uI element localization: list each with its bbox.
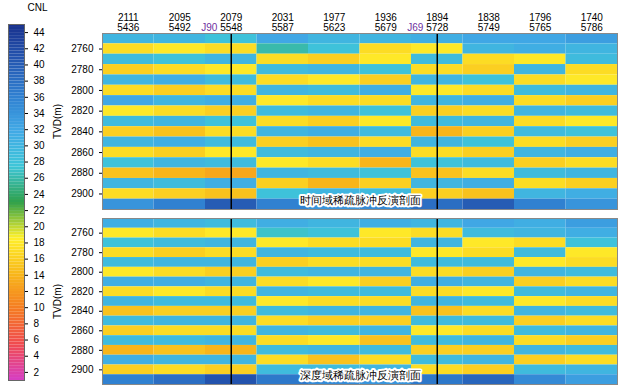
- svg-text:16: 16: [34, 253, 46, 264]
- svg-text:21115436: 21115436: [117, 12, 140, 33]
- svg-text:42: 42: [34, 43, 46, 54]
- svg-text:28: 28: [34, 156, 46, 167]
- svg-text:2780: 2780: [71, 64, 94, 75]
- svg-text:2780: 2780: [71, 247, 94, 258]
- svg-text:20955492: 20955492: [169, 12, 192, 33]
- svg-text:2900: 2900: [71, 364, 94, 375]
- svg-text:24: 24: [34, 189, 46, 200]
- svg-text:2860: 2860: [71, 147, 94, 158]
- svg-text:18945728: 18945728: [426, 12, 449, 33]
- svg-text:2760: 2760: [71, 43, 94, 54]
- svg-text:20795548: 20795548: [220, 12, 243, 33]
- svg-text:J69: J69: [407, 22, 424, 33]
- svg-text:10: 10: [34, 302, 46, 313]
- svg-text:2840: 2840: [71, 126, 94, 137]
- svg-text:32: 32: [34, 124, 46, 135]
- svg-text:2820: 2820: [71, 105, 94, 116]
- svg-text:12: 12: [34, 286, 46, 297]
- svg-text:2900: 2900: [71, 188, 94, 199]
- svg-text:2840: 2840: [71, 305, 94, 316]
- svg-text:深度域稀疏脉冲反演剖面: 深度域稀疏脉冲反演剖面: [300, 369, 421, 381]
- svg-text:2880: 2880: [71, 167, 94, 178]
- svg-text:19775623: 19775623: [323, 12, 346, 33]
- svg-text:2820: 2820: [71, 286, 94, 297]
- svg-text:CNL: CNL: [27, 2, 47, 13]
- svg-text:17405786: 17405786: [581, 12, 604, 33]
- svg-text:18385749: 18385749: [478, 12, 501, 33]
- svg-text:J90: J90: [201, 22, 218, 33]
- svg-text:14: 14: [34, 270, 46, 281]
- svg-text:17965765: 17965765: [529, 12, 552, 33]
- svg-text:22: 22: [34, 205, 46, 216]
- svg-text:19365679: 19365679: [375, 12, 398, 33]
- svg-text:34: 34: [34, 108, 46, 119]
- svg-text:8: 8: [34, 318, 40, 329]
- svg-text:20315587: 20315587: [272, 12, 295, 33]
- svg-text:TVD(m): TVD(m): [52, 104, 63, 139]
- svg-text:6: 6: [34, 334, 40, 345]
- svg-text:2800: 2800: [71, 85, 94, 96]
- svg-text:40: 40: [34, 59, 46, 70]
- svg-text:2: 2: [34, 367, 40, 378]
- svg-text:2880: 2880: [71, 345, 94, 356]
- svg-text:44: 44: [34, 27, 46, 38]
- svg-text:2800: 2800: [71, 266, 94, 277]
- svg-text:2760: 2760: [71, 227, 94, 238]
- svg-text:38: 38: [34, 75, 46, 86]
- svg-text:18: 18: [34, 237, 46, 248]
- svg-text:20: 20: [34, 221, 46, 232]
- svg-text:2860: 2860: [71, 325, 94, 336]
- svg-text:26: 26: [34, 172, 46, 183]
- svg-text:时间域稀疏脉冲反演剖面: 时间域稀疏脉冲反演剖面: [300, 194, 421, 206]
- svg-text:4: 4: [34, 350, 40, 361]
- svg-text:TVD(m): TVD(m): [52, 284, 63, 319]
- svg-text:36: 36: [34, 92, 46, 103]
- svg-text:30: 30: [34, 140, 46, 151]
